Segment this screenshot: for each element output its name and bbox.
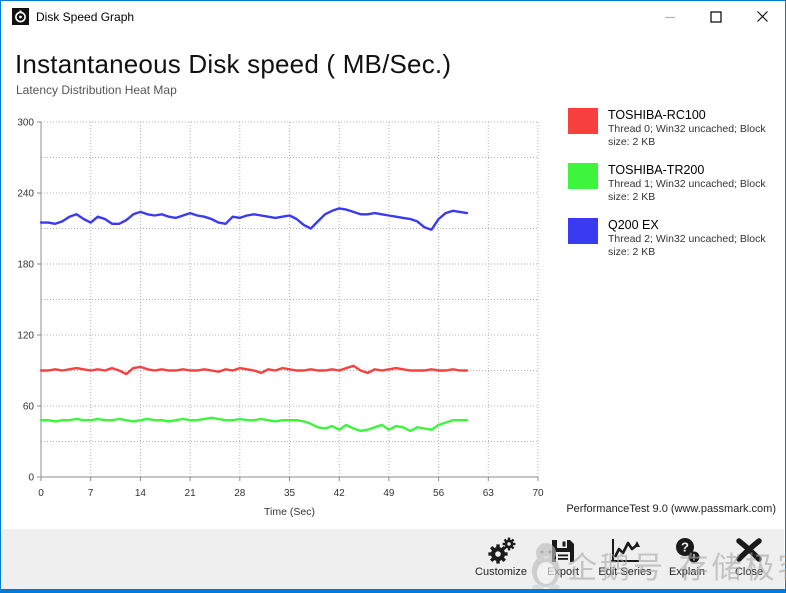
maximize-button[interactable]	[693, 1, 739, 32]
toolbar-label: Explain	[668, 566, 706, 578]
customize-button[interactable]: Customize	[470, 533, 532, 578]
x-axis-title: Time (Sec)	[264, 506, 315, 518]
y-tick-label: 120	[17, 331, 34, 342]
legend-series-detail: Thread 0; Win32 uncached; Block size: 2 …	[608, 123, 766, 148]
legend-series-name: Q200 EX	[608, 218, 659, 232]
y-tick-label: 300	[17, 118, 34, 129]
x-tick-label: 21	[185, 488, 197, 499]
x-tick-label: 28	[234, 488, 246, 499]
x-tick-label: 63	[483, 488, 495, 499]
legend-swatch-green	[568, 163, 598, 189]
legend-item: Q200 EX Thread 2; Win32 uncached; Block …	[568, 218, 784, 259]
series-line-Q200 EX	[39, 207, 469, 231]
x-tick-label: 70	[532, 488, 544, 499]
x-tick-label: 42	[334, 488, 346, 499]
legend-swatch-red	[568, 108, 598, 134]
edit-series-button[interactable]: Edit Series	[594, 533, 656, 578]
svg-text:?: ?	[681, 540, 689, 555]
bottom-toolbar: Customize Export Edit Series	[2, 529, 784, 591]
x-tick-label: 49	[383, 488, 395, 499]
y-tick-label: 0	[28, 473, 34, 484]
legend-item: TOSHIBA-RC100 Thread 0; Win32 uncached; …	[568, 108, 784, 149]
legend-series-detail: Thread 1; Win32 uncached; Block size: 2 …	[608, 178, 766, 203]
series-line-TOSHIBA-TR200	[39, 416, 469, 433]
window-title: Disk Speed Graph	[36, 9, 135, 24]
legend-item: TOSHIBA-TR200 Thread 1; Win32 uncached; …	[568, 163, 784, 204]
page-subtitle: Latency Distribution Heat Map	[16, 83, 177, 97]
toolbar-label: Customize	[475, 566, 527, 578]
x-tick-label: 14	[135, 488, 147, 499]
x-tick-label: 35	[284, 488, 296, 499]
titlebar: Disk Speed Graph	[1, 1, 785, 32]
y-tick-label: 240	[17, 189, 34, 200]
window-bottom-accent	[1, 589, 785, 592]
minimize-icon	[665, 16, 675, 18]
edit-chart-icon	[609, 535, 641, 565]
explain-button[interactable]: ? ! Explain	[656, 533, 718, 578]
legend-series-name: TOSHIBA-TR200	[608, 163, 705, 177]
toolbar-label: Edit Series	[598, 566, 652, 578]
close-x-icon	[735, 535, 763, 565]
legend-swatch-blue	[568, 218, 598, 244]
series-lines	[39, 207, 469, 433]
legend-series-name: TOSHIBA-RC100	[608, 108, 706, 122]
question-icon: ? !	[673, 535, 701, 565]
export-button[interactable]: Export	[532, 533, 594, 578]
gears-icon	[486, 535, 516, 565]
x-tick-label: 0	[38, 488, 44, 499]
disk-speed-chart: 0 60 120 180 240 300 0 7 14 21 28 35 42 49 56 63 70 Time …	[1, 106, 561, 526]
page-title: Instantaneous Disk speed ( MB/Sec.)	[15, 49, 452, 79]
toolbar-label: Close	[734, 566, 764, 578]
chart-canvas: 0 60 120 180 240 300 0 7 14 21 28 35 42 49 56 63 70 Time …	[17, 118, 544, 519]
tick-labels: 0 60 120 180 240 300 0 7 14 21 28 35 42 49 56 63 70 Time …	[17, 118, 544, 519]
y-tick-label: 180	[17, 260, 34, 271]
performancetest-note: PerformanceTest 9.0 (www.passmark.com)	[566, 503, 776, 515]
close-icon	[756, 11, 768, 22]
minimize-button[interactable]	[647, 1, 693, 32]
legend-series-detail: Thread 2; Win32 uncached; Block size: 2 …	[608, 233, 766, 258]
y-tick-label: 60	[23, 402, 35, 413]
close-button[interactable]	[739, 1, 785, 32]
x-tick-label: 7	[88, 488, 94, 499]
svg-text:!: !	[693, 553, 696, 563]
toolbar-label: Export	[547, 566, 579, 578]
series-line-TOSHIBA-RC100	[39, 364, 469, 376]
close-graph-button[interactable]: Close	[718, 533, 780, 578]
chart-legend: TOSHIBA-RC100 Thread 0; Win32 uncached; …	[568, 108, 784, 273]
gridlines	[41, 121, 539, 477]
axes	[37, 121, 539, 481]
app-icon	[12, 8, 29, 25]
x-tick-label: 56	[433, 488, 445, 499]
floppy-icon	[550, 535, 576, 565]
maximize-icon	[710, 10, 722, 23]
